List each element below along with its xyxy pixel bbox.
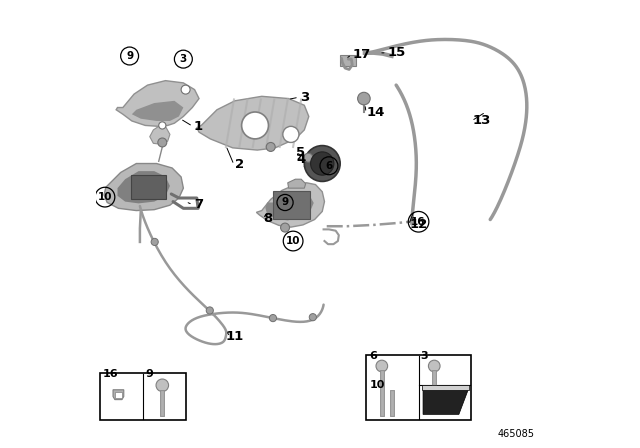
Polygon shape [132,101,184,121]
Circle shape [206,307,213,314]
Polygon shape [118,171,170,203]
Text: 16: 16 [412,217,426,227]
Text: 6: 6 [369,351,377,361]
Circle shape [158,138,167,147]
Circle shape [376,360,388,372]
Text: 5: 5 [296,146,305,159]
Polygon shape [288,179,306,188]
Circle shape [309,314,316,321]
Text: 3: 3 [421,351,428,361]
Text: 7: 7 [194,198,203,211]
Text: 1: 1 [194,120,203,133]
Circle shape [358,92,370,105]
Circle shape [159,122,166,129]
Circle shape [151,238,158,246]
FancyBboxPatch shape [131,175,166,199]
FancyBboxPatch shape [273,191,310,219]
Text: 10: 10 [98,192,112,202]
Circle shape [283,126,299,142]
Text: 3: 3 [180,54,187,64]
Circle shape [305,146,340,181]
Circle shape [310,152,334,175]
Text: 12: 12 [410,218,428,232]
Text: 9: 9 [282,198,289,207]
Polygon shape [266,191,314,220]
FancyBboxPatch shape [100,373,186,420]
Text: 2: 2 [235,158,244,172]
Circle shape [181,85,190,94]
Circle shape [242,112,269,139]
Text: 16: 16 [103,369,119,379]
Polygon shape [113,390,124,400]
Text: 6: 6 [325,161,333,171]
Text: 3: 3 [300,90,309,104]
Text: 17: 17 [353,48,371,61]
Text: 15: 15 [388,46,406,60]
FancyBboxPatch shape [422,385,469,390]
Text: 465085: 465085 [498,429,535,439]
FancyBboxPatch shape [115,392,122,398]
Text: 9: 9 [145,369,153,379]
Text: 9: 9 [126,51,133,61]
Circle shape [428,360,440,372]
Text: 10: 10 [369,380,385,390]
Text: 11: 11 [226,330,244,344]
Circle shape [269,314,276,322]
Circle shape [156,379,168,392]
Circle shape [280,223,289,232]
Polygon shape [116,81,199,126]
FancyBboxPatch shape [340,55,356,66]
Circle shape [266,142,275,151]
Polygon shape [423,388,468,414]
Text: 13: 13 [472,114,491,128]
Polygon shape [150,126,170,144]
Text: 10: 10 [286,236,300,246]
Polygon shape [197,96,309,150]
Text: 8: 8 [264,212,273,225]
FancyBboxPatch shape [365,355,472,420]
Text: 4: 4 [296,152,305,166]
Polygon shape [104,164,184,211]
Circle shape [304,153,313,162]
Text: 14: 14 [367,106,385,120]
Polygon shape [257,183,324,227]
